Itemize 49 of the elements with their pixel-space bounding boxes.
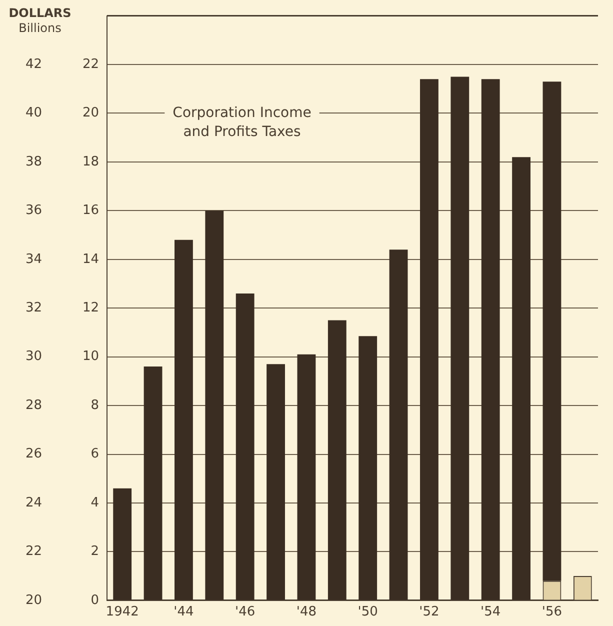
y2-tick-label: 26 <box>25 446 42 462</box>
y2-tick-label: 20 <box>25 592 42 608</box>
y2-tick-label: 32 <box>25 300 42 316</box>
bar <box>481 79 500 600</box>
y2-tick-label: 40 <box>25 106 42 121</box>
bar <box>266 364 285 600</box>
bar <box>512 157 530 600</box>
y2-tick-label: 24 <box>25 495 42 510</box>
y-tick-label: 18 <box>82 154 99 170</box>
x-tick-label: '50 <box>358 604 378 620</box>
y-tick-label: 22 <box>82 56 99 72</box>
y-tick-label: 20 <box>82 106 99 121</box>
x-tick-label: '52 <box>419 604 440 620</box>
y2-tick-label: 22 <box>25 544 42 560</box>
x-tick-label: '56 <box>542 604 562 620</box>
bar <box>420 79 438 600</box>
text: Corporation Income and Profits Taxes <box>172 105 312 140</box>
x-tick-label: '44 <box>174 604 194 620</box>
y-tick-label: 6 <box>90 446 99 462</box>
y-tick-label: 0 <box>90 592 99 608</box>
bar <box>236 293 254 600</box>
bar <box>389 250 408 600</box>
bar <box>174 240 193 600</box>
x-tick-label: '54 <box>480 604 501 620</box>
y2-tick-label: 36 <box>25 203 42 218</box>
bar <box>358 336 378 600</box>
bar <box>205 210 224 600</box>
y2-tick-label: 38 <box>25 154 42 170</box>
bar <box>144 366 162 600</box>
x-tick-label: '48 <box>296 604 317 620</box>
y-tick-label: 10 <box>82 349 99 364</box>
bar <box>542 82 562 581</box>
y-tick-label: 2 <box>90 544 99 560</box>
bar <box>328 320 346 600</box>
y-tick-label: 12 <box>82 300 99 316</box>
x-tick-label: '46 <box>235 604 256 620</box>
x-tick-label: 1942 <box>106 604 139 620</box>
bar <box>297 354 316 600</box>
bar <box>450 76 470 600</box>
y2-tick-label: 30 <box>25 349 42 364</box>
bar <box>113 488 132 600</box>
y-tick-label: 8 <box>90 398 99 413</box>
y-tick-label: 16 <box>82 203 99 218</box>
y2-tick-label: 34 <box>25 252 42 267</box>
y-tick-label: 14 <box>82 252 99 267</box>
y2-tick-label: 42 <box>25 56 42 72</box>
y-tick-label: 4 <box>90 495 99 510</box>
y2-axis-title: DOLLARS Billions <box>8 6 72 36</box>
y2-tick-label: 28 <box>25 398 42 413</box>
